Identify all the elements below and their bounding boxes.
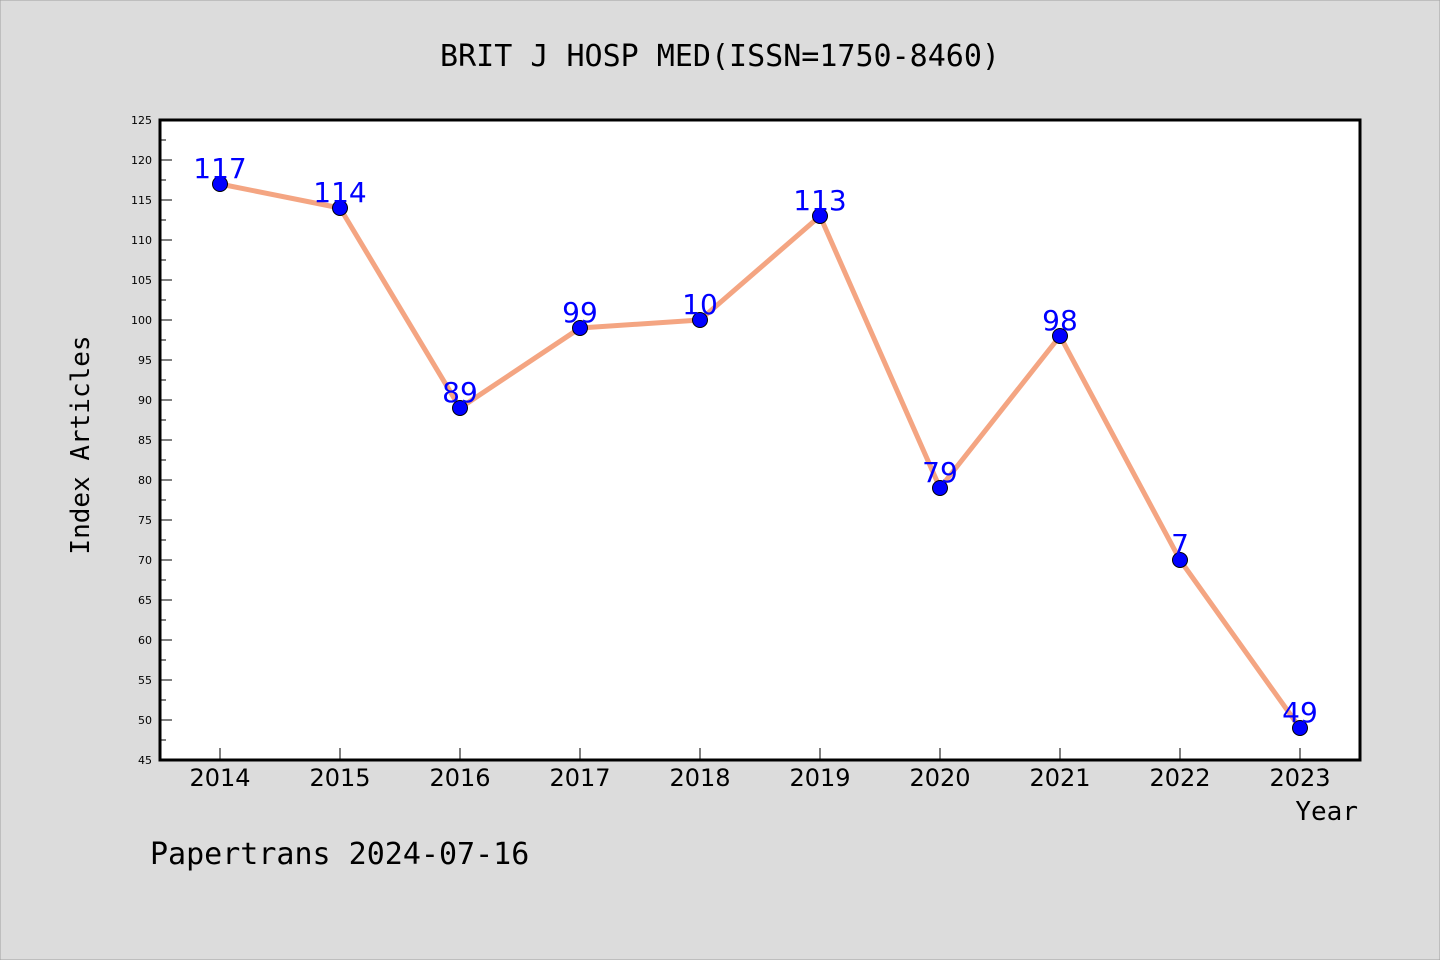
data-label: 114 xyxy=(313,176,366,209)
data-label: 10 xyxy=(682,288,718,321)
y-tick-label: 65 xyxy=(138,594,152,607)
data-label: 98 xyxy=(1042,304,1078,337)
data-labels: 117 114 89 99 10 113 79 98 7 49 xyxy=(193,152,1318,729)
y-tick-label: 45 xyxy=(138,754,152,767)
data-label: 113 xyxy=(793,184,846,217)
y-tick-label: 125 xyxy=(131,114,152,127)
y-tick-label: 50 xyxy=(138,714,152,727)
series-line xyxy=(219,181,1303,730)
series-markers xyxy=(212,176,1308,736)
x-tick-label: 2020 xyxy=(909,764,970,792)
x-tick-label: 2014 xyxy=(189,764,250,792)
x-tick-label: 2021 xyxy=(1029,764,1090,792)
y-axis-tick-labels: 45 50 55 60 65 70 75 80 85 90 95 100 105 110 115 120 125 xyxy=(131,114,152,767)
y-tick-label: 95 xyxy=(138,354,152,367)
data-point xyxy=(1052,328,1068,344)
x-tick-label: 2023 xyxy=(1269,764,1330,792)
x-tick-label: 2016 xyxy=(429,764,490,792)
x-tick-label: 2019 xyxy=(789,764,850,792)
data-label: 79 xyxy=(922,456,958,489)
data-label: 89 xyxy=(442,376,478,409)
data-label: 99 xyxy=(562,296,598,329)
y-tick-label: 55 xyxy=(138,674,152,687)
data-point xyxy=(812,208,828,224)
chart-title: BRIT J HOSP MED(ISSN=1750-8460) xyxy=(440,39,1000,74)
x-tick-label: 2022 xyxy=(1149,764,1210,792)
data-label: 117 xyxy=(193,152,246,185)
plot-frame xyxy=(158,118,1362,762)
data-point xyxy=(332,200,348,216)
y-tick-label: 105 xyxy=(131,274,152,287)
x-axis-label: Year xyxy=(1295,797,1358,827)
x-tick-label: 2015 xyxy=(309,764,370,792)
x-tick-label: 2018 xyxy=(669,764,730,792)
data-label: 49 xyxy=(1282,696,1318,729)
x-tick-label: 2017 xyxy=(549,764,610,792)
y-tick-label: 70 xyxy=(138,554,152,567)
data-point xyxy=(1292,720,1308,736)
y-tick-label: 75 xyxy=(138,514,152,527)
y-tick-label: 80 xyxy=(138,474,152,487)
footer-text: Papertrans 2024-07-16 xyxy=(150,837,529,872)
data-point xyxy=(1172,552,1188,568)
y-tick-label: 85 xyxy=(138,434,152,447)
data-point xyxy=(212,176,228,192)
data-point xyxy=(692,312,708,328)
y-tick-label: 90 xyxy=(138,394,152,407)
data-point xyxy=(932,480,948,496)
x-axis-tick-labels: 2014 2015 2016 2017 2018 2019 2020 2021 2022 2023 xyxy=(189,764,1330,792)
y-tick-label: 100 xyxy=(131,314,152,327)
y-tick-label: 115 xyxy=(131,194,152,207)
data-point xyxy=(572,320,588,336)
y-axis-label: Index Articles xyxy=(66,335,96,554)
data-point xyxy=(452,400,468,416)
y-tick-label: 110 xyxy=(131,234,152,247)
plot-area xyxy=(160,120,1360,760)
x-axis-ticks xyxy=(219,748,1301,760)
y-tick-label: 120 xyxy=(131,154,152,167)
data-label: 7 xyxy=(1171,528,1189,561)
y-tick-label: 60 xyxy=(138,634,152,647)
